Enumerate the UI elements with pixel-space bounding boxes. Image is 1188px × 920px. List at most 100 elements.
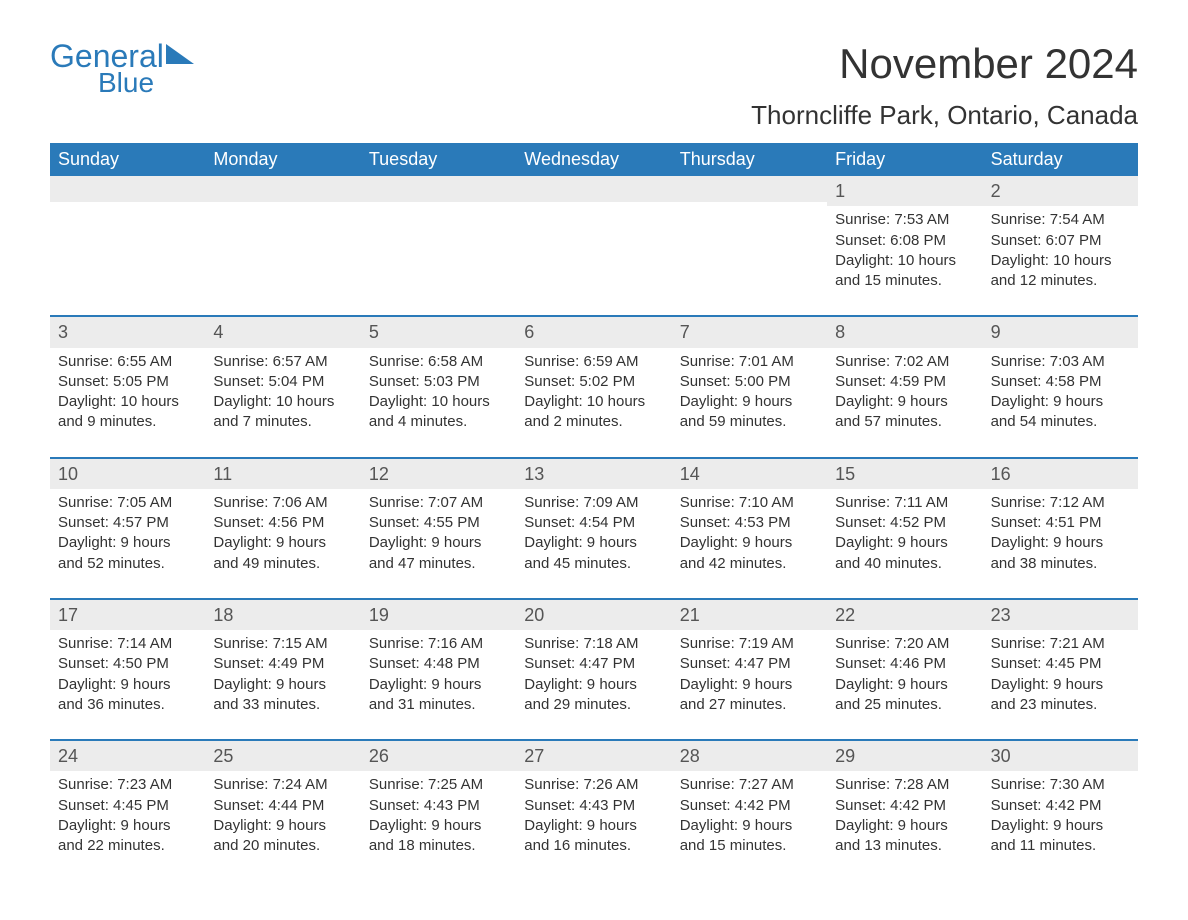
empty-cell — [361, 176, 516, 315]
day-cell: 12Sunrise: 7:07 AMSunset: 4:55 PMDayligh… — [361, 459, 516, 598]
sunset-line: Sunset: 4:42 PM — [835, 796, 974, 816]
day-header: Saturday — [983, 143, 1138, 176]
sunset-line: Sunset: 5:05 PM — [58, 372, 197, 392]
day-cell: 2Sunrise: 7:54 AMSunset: 6:07 PMDaylight… — [983, 176, 1138, 315]
daylight-line: Daylight: 9 hours and 42 minutes. — [680, 533, 819, 574]
sunset-line: Sunset: 5:00 PM — [680, 372, 819, 392]
empty-cell — [516, 176, 671, 315]
day-number — [516, 176, 671, 202]
day-cell: 10Sunrise: 7:05 AMSunset: 4:57 PMDayligh… — [50, 459, 205, 598]
sunrise-line: Sunrise: 7:11 AM — [835, 493, 974, 513]
day-number: 20 — [516, 600, 671, 630]
daylight-line: Daylight: 10 hours and 15 minutes. — [835, 251, 974, 292]
day-number: 26 — [361, 741, 516, 771]
daylight-line: Daylight: 10 hours and 2 minutes. — [524, 392, 663, 433]
day-number: 16 — [983, 459, 1138, 489]
day-cell: 3Sunrise: 6:55 AMSunset: 5:05 PMDaylight… — [50, 317, 205, 456]
day-number: 6 — [516, 317, 671, 347]
daylight-line: Daylight: 9 hours and 25 minutes. — [835, 675, 974, 716]
sunset-line: Sunset: 4:43 PM — [369, 796, 508, 816]
sunset-line: Sunset: 4:55 PM — [369, 513, 508, 533]
day-number: 25 — [205, 741, 360, 771]
daylight-line: Daylight: 10 hours and 7 minutes. — [213, 392, 352, 433]
sunset-line: Sunset: 4:59 PM — [835, 372, 974, 392]
month-title: November 2024 — [751, 40, 1138, 88]
day-number — [205, 176, 360, 202]
daylight-line: Daylight: 9 hours and 22 minutes. — [58, 816, 197, 857]
empty-cell — [50, 176, 205, 315]
daylight-line: Daylight: 9 hours and 36 minutes. — [58, 675, 197, 716]
daylight-line: Daylight: 9 hours and 54 minutes. — [991, 392, 1130, 433]
sunrise-line: Sunrise: 7:15 AM — [213, 634, 352, 654]
day-cell: 28Sunrise: 7:27 AMSunset: 4:42 PMDayligh… — [672, 741, 827, 880]
sunrise-line: Sunrise: 7:07 AM — [369, 493, 508, 513]
sunset-line: Sunset: 4:47 PM — [680, 654, 819, 674]
sunrise-line: Sunrise: 7:12 AM — [991, 493, 1130, 513]
day-number: 15 — [827, 459, 982, 489]
daylight-line: Daylight: 9 hours and 47 minutes. — [369, 533, 508, 574]
empty-cell — [672, 176, 827, 315]
day-cell: 4 Sunrise: 6:57 AMSunset: 5:04 PMDaylight… — [205, 317, 360, 456]
day-number: 19 — [361, 600, 516, 630]
sunrise-line: Sunrise: 7:27 AM — [680, 775, 819, 795]
day-cell: 21Sunrise: 7:19 AMSunset: 4:47 PMDayligh… — [672, 600, 827, 739]
day-cell: 16Sunrise: 7:12 AMSunset: 4:51 PMDayligh… — [983, 459, 1138, 598]
day-cell: 27Sunrise: 7:26 AMSunset: 4:43 PMDayligh… — [516, 741, 671, 880]
sunrise-line: Sunrise: 7:16 AM — [369, 634, 508, 654]
sunrise-line: Sunrise: 7:30 AM — [991, 775, 1130, 795]
sunset-line: Sunset: 4:58 PM — [991, 372, 1130, 392]
sunset-line: Sunset: 5:03 PM — [369, 372, 508, 392]
calendar: SundayMondayTuesdayWednesdayThursdayFrid… — [50, 143, 1138, 880]
daylight-line: Daylight: 9 hours and 45 minutes. — [524, 533, 663, 574]
sunset-line: Sunset: 4:57 PM — [58, 513, 197, 533]
sunrise-line: Sunrise: 7:20 AM — [835, 634, 974, 654]
sunset-line: Sunset: 4:45 PM — [58, 796, 197, 816]
daylight-line: Daylight: 9 hours and 29 minutes. — [524, 675, 663, 716]
day-number: 4 — [205, 317, 360, 347]
day-cell: 18Sunrise: 7:15 AMSunset: 4:49 PMDayligh… — [205, 600, 360, 739]
day-header: Tuesday — [361, 143, 516, 176]
day-cell: 22Sunrise: 7:20 AMSunset: 4:46 PMDayligh… — [827, 600, 982, 739]
sunrise-line: Sunrise: 7:19 AM — [680, 634, 819, 654]
sunrise-line: Sunrise: 7:18 AM — [524, 634, 663, 654]
sunrise-line: Sunrise: 7:02 AM — [835, 352, 974, 372]
daylight-line: Daylight: 9 hours and 23 minutes. — [991, 675, 1130, 716]
day-number: 18 — [205, 600, 360, 630]
sunrise-line: Sunrise: 7:25 AM — [369, 775, 508, 795]
title-block: November 2024 Thorncliffe Park, Ontario,… — [751, 40, 1138, 131]
day-header: Thursday — [672, 143, 827, 176]
sunset-line: Sunset: 4:48 PM — [369, 654, 508, 674]
day-cell: 1Sunrise: 7:53 AMSunset: 6:08 PMDaylight… — [827, 176, 982, 315]
day-number — [672, 176, 827, 202]
header-row: General Blue November 2024 Thorncliffe P… — [50, 40, 1138, 131]
day-number — [361, 176, 516, 202]
day-number: 10 — [50, 459, 205, 489]
sunrise-line: Sunrise: 7:14 AM — [58, 634, 197, 654]
week-row: 1Sunrise: 7:53 AMSunset: 6:08 PMDaylight… — [50, 176, 1138, 315]
sunset-line: Sunset: 5:02 PM — [524, 372, 663, 392]
sunset-line: Sunset: 4:51 PM — [991, 513, 1130, 533]
day-number: 11 — [205, 459, 360, 489]
sunrise-line: Sunrise: 7:23 AM — [58, 775, 197, 795]
day-cell: 24 Sunrise: 7:23 AMSunset: 4:45 PMDayligh… — [50, 741, 205, 880]
sunset-line: Sunset: 5:04 PM — [213, 372, 352, 392]
daylight-line: Daylight: 9 hours and 13 minutes. — [835, 816, 974, 857]
sunset-line: Sunset: 4:54 PM — [524, 513, 663, 533]
location-subtitle: Thorncliffe Park, Ontario, Canada — [751, 100, 1138, 131]
day-number: 17 — [50, 600, 205, 630]
day-number: 24 — [50, 741, 205, 771]
daylight-line: Daylight: 9 hours and 49 minutes. — [213, 533, 352, 574]
day-cell: 23Sunrise: 7:21 AMSunset: 4:45 PMDayligh… — [983, 600, 1138, 739]
day-cell: 26 Sunrise: 7:25 AMSunset: 4:43 PMDayligh… — [361, 741, 516, 880]
sunrise-line: Sunrise: 6:57 AM — [213, 352, 352, 372]
sunset-line: Sunset: 4:50 PM — [58, 654, 197, 674]
daylight-line: Daylight: 9 hours and 33 minutes. — [213, 675, 352, 716]
day-number: 9 — [983, 317, 1138, 347]
day-number: 27 — [516, 741, 671, 771]
day-number: 3 — [50, 317, 205, 347]
day-cell: 7Sunrise: 7:01 AMSunset: 5:00 PMDaylight… — [672, 317, 827, 456]
sunset-line: Sunset: 4:42 PM — [680, 796, 819, 816]
day-number: 28 — [672, 741, 827, 771]
week-row: 17Sunrise: 7:14 AMSunset: 4:50 PMDayligh… — [50, 598, 1138, 739]
daylight-line: Daylight: 9 hours and 18 minutes. — [369, 816, 508, 857]
